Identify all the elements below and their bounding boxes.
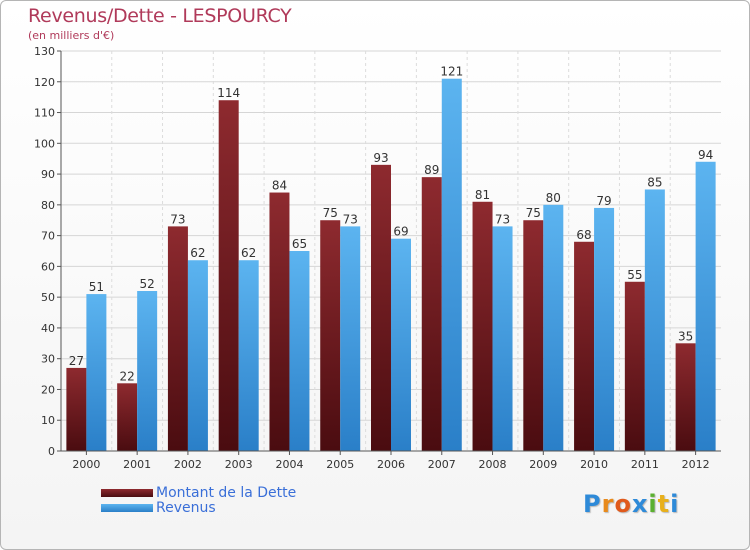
x-tick-label: 2012 xyxy=(682,458,710,471)
x-tick-label: 2005 xyxy=(326,458,354,471)
data-label-dette: 68 xyxy=(576,228,591,242)
y-tick-label: 110 xyxy=(34,107,55,120)
data-labels: 27 22 73 114 84 75 93 89 81 75 68 55 35 51 52 62 62 65 73 6… xyxy=(69,65,714,384)
data-label-revenus: 121 xyxy=(440,65,463,79)
x-tick-label: 2000 xyxy=(72,458,100,471)
bar-dette xyxy=(675,343,696,451)
data-label-dette: 73 xyxy=(170,212,185,226)
bar-dette xyxy=(574,241,595,451)
data-label-revenus: 52 xyxy=(140,277,155,291)
data-label-dette: 81 xyxy=(475,188,490,202)
bar-revenus xyxy=(391,238,411,451)
x-tick-label: 2008 xyxy=(479,458,507,471)
data-label-dette: 27 xyxy=(69,354,84,368)
data-label-revenus: 62 xyxy=(241,246,256,260)
data-label-revenus: 69 xyxy=(393,225,408,239)
data-label-dette: 114 xyxy=(217,86,240,100)
bar-revenus xyxy=(187,260,208,451)
x-tick-label: 2006 xyxy=(377,458,405,471)
data-label-revenus: 51 xyxy=(89,280,104,294)
x-tick-label: 2011 xyxy=(631,458,659,471)
bar-revenus xyxy=(340,226,361,451)
y-tick-label: 10 xyxy=(41,414,55,427)
chart-subtitle: (en milliers d'€) xyxy=(28,29,115,42)
legend-label-revenus: Revenus xyxy=(156,500,216,516)
data-label-revenus: 73 xyxy=(495,212,510,226)
x-tick-label: 2002 xyxy=(174,458,202,471)
axes: 0 10 20 30 40 50 60 70 80 90 100 110 120 130 2000 2001 2… xyxy=(34,45,721,471)
x-tick-label: 2010 xyxy=(580,458,608,471)
chart-title: Revenus/Dette - LESPOURCY xyxy=(28,5,292,27)
y-tick-label: 100 xyxy=(34,137,55,150)
data-label-dette: 89 xyxy=(424,163,439,177)
data-label-revenus: 94 xyxy=(698,148,713,162)
bar-revenus xyxy=(594,207,615,451)
legend-swatch-dette xyxy=(101,489,153,497)
bar-dette xyxy=(167,226,188,451)
logo-letter: t xyxy=(657,490,671,518)
bar-dette xyxy=(472,201,493,451)
y-tick-label: 50 xyxy=(41,291,55,304)
y-tick-label: 70 xyxy=(41,230,55,243)
x-tick-label: 2003 xyxy=(225,458,253,471)
data-label-dette: 84 xyxy=(272,179,287,193)
logo-letter: o xyxy=(614,490,632,518)
bar-dette xyxy=(421,177,442,451)
bar-dette xyxy=(218,100,239,451)
logo-letter: i xyxy=(648,490,658,518)
bar-dette xyxy=(66,367,87,451)
data-label-dette: 22 xyxy=(120,369,135,383)
bar-revenus xyxy=(543,204,564,451)
data-label-dette: 55 xyxy=(627,268,642,282)
data-label-revenus: 73 xyxy=(343,212,358,226)
x-tick-label: 2009 xyxy=(529,458,557,471)
logo-letter: r xyxy=(601,490,615,518)
x-tick-label: 2001 xyxy=(123,458,151,471)
y-tick-label: 20 xyxy=(41,383,55,396)
bar-dette xyxy=(117,383,138,451)
logo-letter: i xyxy=(670,490,680,518)
data-label-dette: 93 xyxy=(373,151,388,165)
bar-revenus xyxy=(238,260,259,451)
bar-dette xyxy=(624,281,645,451)
bar-revenus xyxy=(137,291,158,451)
data-label-dette: 75 xyxy=(526,206,541,220)
bar-revenus xyxy=(644,189,665,451)
data-label-revenus: 79 xyxy=(596,194,611,208)
bar-dette xyxy=(320,220,341,451)
data-label-revenus: 65 xyxy=(292,237,307,251)
y-tick-label: 120 xyxy=(34,76,55,89)
y-tick-label: 90 xyxy=(41,168,55,181)
y-tick-label: 0 xyxy=(48,445,55,458)
data-label-dette: 75 xyxy=(323,206,338,220)
data-label-revenus: 80 xyxy=(546,191,561,205)
data-label-dette: 35 xyxy=(678,329,693,343)
bar-revenus xyxy=(289,251,310,451)
data-label-revenus: 85 xyxy=(647,175,662,189)
y-tick-label: 130 xyxy=(34,45,55,58)
y-tick-label: 80 xyxy=(41,199,55,212)
bar-revenus xyxy=(492,226,513,451)
bars xyxy=(66,78,716,452)
bar-revenus xyxy=(86,294,107,451)
logo-letter: P xyxy=(583,490,602,518)
bar-revenus xyxy=(695,161,716,451)
legend-label-dette: Montant de la Dette xyxy=(156,485,297,501)
bar-revenus xyxy=(441,78,462,451)
logo-letter: x xyxy=(631,490,649,518)
y-tick-label: 60 xyxy=(41,260,55,273)
data-label-revenus: 62 xyxy=(190,246,205,260)
legend-swatch-revenus xyxy=(101,504,153,512)
bar-dette xyxy=(523,220,544,451)
x-tick-label: 2004 xyxy=(275,458,303,471)
proxiti-logo: Proxiti xyxy=(583,490,679,518)
y-tick-label: 40 xyxy=(41,322,55,335)
x-tick-label: 2007 xyxy=(428,458,456,471)
y-tick-label: 30 xyxy=(41,353,55,366)
bar-dette xyxy=(269,192,290,452)
bar-dette xyxy=(371,164,391,451)
